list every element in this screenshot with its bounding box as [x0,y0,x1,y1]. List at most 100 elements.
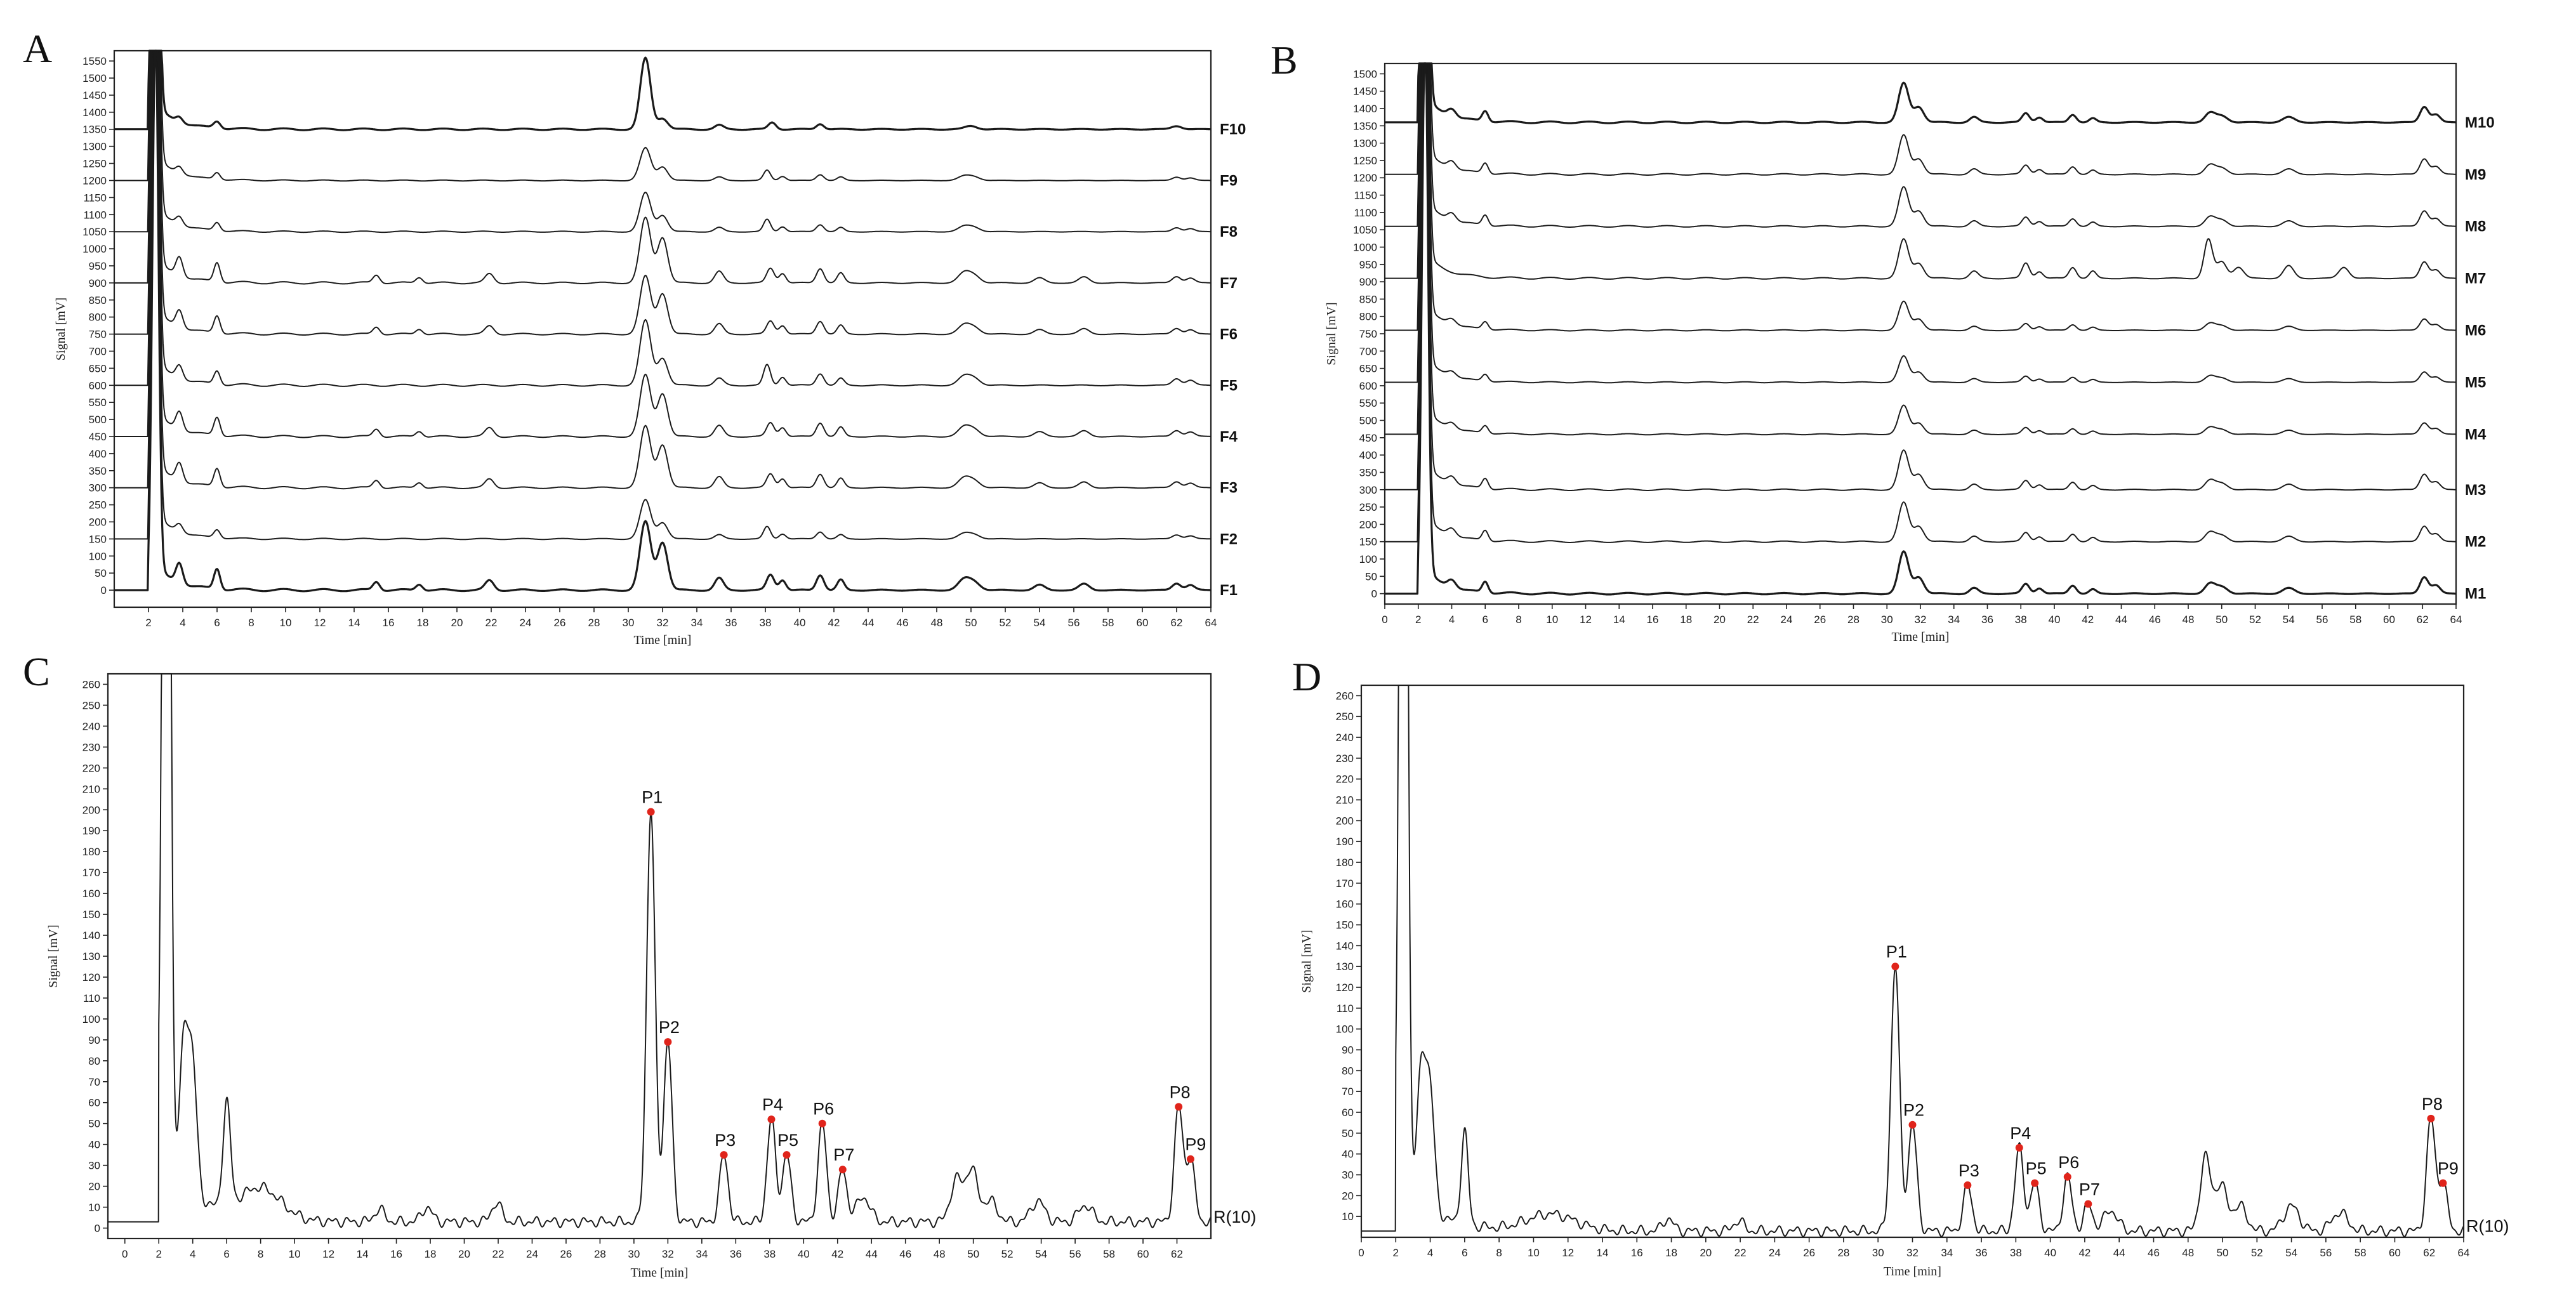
peak-label-p2: P2 [659,1018,680,1037]
x-tick-label: 2 [1415,614,1421,626]
x-tick-label: 44 [2115,614,2127,626]
x-tick-label: 24 [1769,1247,1781,1259]
y-tick-label: 120 [1336,982,1354,994]
x-tick-label: 28 [594,1248,606,1260]
peak-marker-p6 [818,1119,826,1128]
x-tick-label: 64 [2450,614,2462,626]
trace-label-f10: F10 [1220,121,1246,138]
x-tick-label: 60 [1137,617,1149,629]
trace-r10 [107,673,1212,1228]
y-tick-label: 1150 [83,192,107,204]
peak-marker-p2 [664,1038,672,1046]
y-axis-title: Signal [mV] [1300,930,1314,992]
x-tick-label: 36 [1981,614,1993,626]
y-tick-label: 220 [1336,773,1354,786]
x-tick-label: 60 [1137,1248,1149,1260]
y-tick-label: 80 [1342,1065,1354,1077]
trace-m10 [1384,62,2457,124]
y-tick-label: 200 [1359,518,1377,530]
x-axis-title: Time [min] [1892,630,1950,644]
y-tick-label: 170 [1336,878,1354,890]
x-tick-label: 8 [1496,1247,1502,1259]
panel-letter-a: A [23,26,53,71]
plot-frame [1384,62,2457,605]
x-tick-label: 2 [155,1248,161,1260]
y-tick-label: 350 [1359,466,1377,478]
x-tick-label: 56 [1068,617,1080,629]
y-tick-label: 650 [1359,363,1377,375]
x-tick-label: 30 [623,617,635,629]
x-tick-label: 0 [122,1248,128,1260]
trace-label-m1: M1 [2465,586,2486,603]
peak-marker-p6 [2063,1173,2071,1181]
y-tick-label: 250 [83,699,100,711]
y-tick-label: 1000 [1353,241,1377,253]
y-tick-label: 800 [1359,311,1377,323]
peak-label-p2: P2 [1903,1101,1924,1120]
x-tick-label: 12 [314,617,326,629]
x-tick-label: 6 [1483,614,1488,626]
x-tick-label: 54 [2285,1247,2297,1259]
peak-marker-p9 [2439,1179,2447,1187]
y-tick-label: 200 [83,804,100,816]
y-tick-label: 200 [89,516,107,528]
x-tick-label: 18 [417,617,429,629]
y-tick-label: 1400 [83,107,107,119]
x-tick-label: 12 [1580,614,1592,626]
peak-label-p5: P5 [777,1131,798,1150]
y-tick-label: 20 [1342,1190,1354,1202]
panel-letter-d: D [1292,654,1322,699]
x-tick-label: 30 [628,1248,640,1260]
y-tick-label: 190 [83,825,100,837]
x-tick-label: 26 [560,1248,572,1260]
y-tick-label: 120 [83,971,100,983]
trace-label-m10: M10 [2465,114,2495,131]
peak-label-p1: P1 [1886,942,1907,961]
y-tick-label: 240 [83,720,100,732]
y-tick-label: 100 [1336,1023,1354,1036]
peak-marker-p3 [1964,1181,1972,1189]
x-tick-label: 44 [862,617,875,629]
trace-label-m5: M5 [2465,374,2486,391]
y-tick-label: 300 [89,482,107,494]
y-axis-title: Signal [mV] [46,924,60,987]
peak-marker-p4 [2015,1143,2023,1152]
y-tick-label: 750 [89,329,107,341]
peak-label-p6: P6 [2058,1153,2079,1172]
x-tick-label: 34 [1948,614,1960,626]
y-tick-label: 70 [1342,1086,1354,1098]
trace-label-f5: F5 [1220,377,1238,394]
y-tick-label: 150 [89,533,107,545]
y-tick-label: 900 [1359,276,1377,288]
x-tick-label: 18 [1680,614,1692,626]
y-tick-label: 500 [89,414,107,426]
peak-marker-p1 [647,808,655,816]
x-tick-label: 12 [1562,1247,1574,1259]
y-tick-label: 200 [1336,815,1354,827]
peak-label-p9: P9 [2438,1159,2459,1178]
x-tick-label: 34 [691,617,703,629]
x-tick-label: 26 [554,617,566,629]
x-tick-label: 56 [2320,1247,2332,1259]
trace-label-f4: F4 [1220,428,1238,445]
y-tick-label: 600 [1359,380,1377,392]
x-tick-label: 52 [2249,614,2261,626]
y-tick-label: 0 [1371,588,1377,600]
x-tick-label: 60 [2383,614,2395,626]
peak-marker-p5 [783,1151,791,1159]
x-tick-label: 56 [2316,614,2328,626]
trace-label-f1: F1 [1220,582,1238,599]
y-tick-label: 1350 [1353,120,1377,132]
trace-m6 [1385,63,2456,332]
y-tick-label: 180 [1336,857,1354,869]
y-tick-label: 150 [83,909,100,921]
trace-f4 [114,50,1212,438]
trace-f2 [114,50,1212,541]
peak-label-p4: P4 [2010,1124,2031,1143]
y-tick-label: 10 [1342,1211,1354,1223]
y-tick-label: 150 [1336,919,1354,931]
chart-b: 0501001502002503003504004505005506006507… [1324,62,2495,644]
y-tick-label: 1500 [1353,68,1377,80]
x-tick-label: 58 [1103,1248,1115,1260]
y-tick-label: 80 [88,1055,100,1067]
